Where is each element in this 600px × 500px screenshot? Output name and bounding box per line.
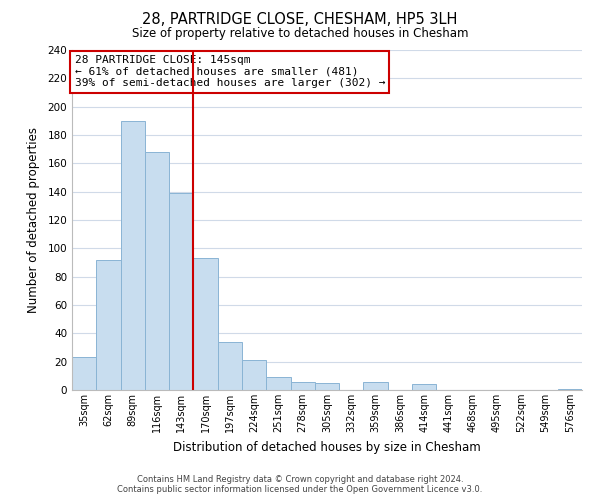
Bar bbox=[364, 382, 388, 390]
Bar bbox=[96, 260, 121, 390]
Bar bbox=[242, 360, 266, 390]
Text: Contains HM Land Registry data © Crown copyright and database right 2024.
Contai: Contains HM Land Registry data © Crown c… bbox=[118, 474, 482, 494]
Bar bbox=[558, 388, 582, 390]
Text: Size of property relative to detached houses in Chesham: Size of property relative to detached ho… bbox=[132, 28, 468, 40]
Bar bbox=[266, 378, 290, 390]
Text: 28, PARTRIDGE CLOSE, CHESHAM, HP5 3LH: 28, PARTRIDGE CLOSE, CHESHAM, HP5 3LH bbox=[142, 12, 458, 28]
Bar bbox=[218, 342, 242, 390]
Y-axis label: Number of detached properties: Number of detached properties bbox=[28, 127, 40, 313]
Bar bbox=[193, 258, 218, 390]
Bar bbox=[145, 152, 169, 390]
X-axis label: Distribution of detached houses by size in Chesham: Distribution of detached houses by size … bbox=[173, 440, 481, 454]
Bar bbox=[169, 193, 193, 390]
Bar bbox=[121, 121, 145, 390]
Bar bbox=[290, 382, 315, 390]
Text: 28 PARTRIDGE CLOSE: 145sqm
← 61% of detached houses are smaller (481)
39% of sem: 28 PARTRIDGE CLOSE: 145sqm ← 61% of deta… bbox=[74, 55, 385, 88]
Bar bbox=[412, 384, 436, 390]
Bar bbox=[315, 383, 339, 390]
Bar bbox=[72, 358, 96, 390]
